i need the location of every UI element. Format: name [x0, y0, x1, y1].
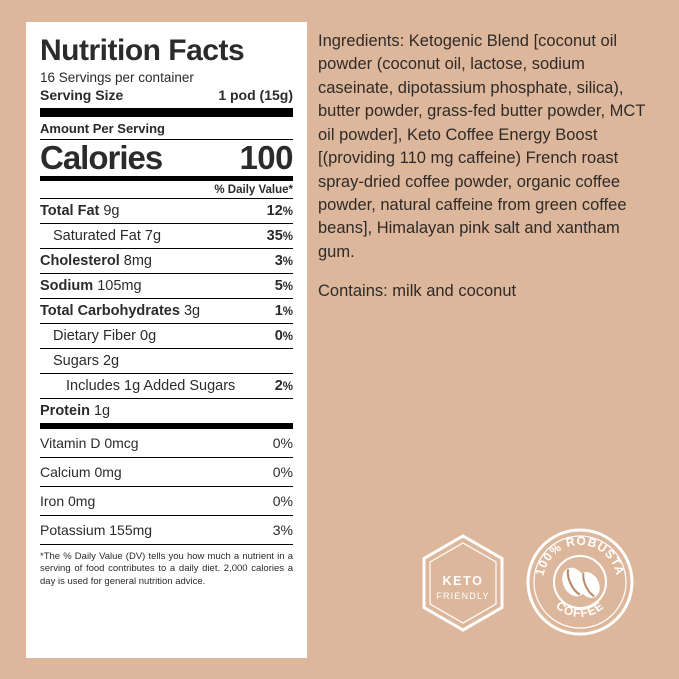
nutrient-row: Cholesterol 8mg 3%: [40, 249, 293, 273]
page-title: Nutrition Facts: [40, 34, 245, 67]
amount-per-serving-label: Amount Per Serving: [40, 120, 165, 136]
divider-medium: [40, 175, 293, 181]
nutrient-daily-value: 1%: [274, 302, 293, 319]
ingredients-text: Ingredients: Ketogenic Blend [coconut oi…: [318, 32, 646, 261]
nutrient-row: Sodium 105mg 5%: [40, 274, 293, 298]
vitamin-name: Iron 0mg: [40, 492, 96, 509]
vitamin-daily-value: 0%: [272, 434, 293, 451]
divider-row: [40, 514, 293, 516]
vitamin-name: Potassium 155mg: [40, 521, 153, 538]
nutrient-daily-value: 35%: [266, 227, 293, 244]
vitamin-daily-value: 0%: [272, 463, 293, 480]
nutrient-name: Cholesterol 8mg: [40, 252, 153, 269]
vitamin-rows: Vitamin D 0mcg 0% Calcium 0mg 0% Iron 0mg 0% P…: [40, 429, 293, 544]
nutrient-daily-value: 12%: [266, 202, 293, 219]
divider-row: [40, 272, 293, 274]
nutrient-row: Protein 1g: [40, 399, 293, 423]
divider-row: [40, 456, 293, 458]
nutrient-row: Total Fat 9g 12%: [40, 199, 293, 223]
divider-row: [40, 247, 293, 249]
keto-badge-line1: KETO: [443, 574, 484, 588]
nutrient-daily-value: 0%: [274, 327, 293, 344]
divider-row: [40, 372, 293, 374]
nutrient-name: Dietary Fiber 0g: [53, 327, 157, 344]
vitamin-name: Vitamin D 0mcg: [40, 434, 139, 451]
calories-label: Calories: [40, 138, 163, 176]
divider-row: [40, 222, 293, 224]
keto-friendly-badge: KETO FRIENDLY: [419, 533, 507, 633]
coffee-bean-icon: [562, 567, 600, 598]
nutrient-name: Includes 1g Added Sugars: [66, 377, 236, 394]
nutrient-daily-value: 3%: [274, 252, 293, 269]
servings-per-container: 16 Servings per container: [40, 69, 194, 85]
calories-value: 100: [239, 138, 293, 176]
keto-badge-hexagon-icon: KETO FRIENDLY: [422, 534, 504, 632]
nutrient-rows: Total Fat 9g 12% Saturated Fat 7g 35% Choles…: [40, 199, 293, 424]
nutrition-facts-content: Nutrition Facts 16 Servings per containe…: [40, 34, 293, 644]
keto-badge-line2: FRIENDLY: [436, 591, 489, 601]
serving-size-row: Serving Size 1 pod (15g): [40, 87, 293, 103]
divider-row: [40, 397, 293, 399]
nutrient-name: Sugars 2g: [53, 352, 120, 369]
daily-value-header: % Daily Value*: [214, 183, 293, 196]
nutrient-name: Saturated Fat 7g: [53, 227, 162, 244]
nutrient-daily-value: 2%: [274, 377, 293, 394]
calories-row: Calories 100: [40, 141, 293, 174]
nutrient-row: Includes 1g Added Sugars 2%: [40, 374, 293, 398]
divider-row: [40, 422, 293, 424]
vitamin-name: Calcium 0mg: [40, 463, 122, 480]
footnote: *The % Daily Value (DV) tells you how mu…: [40, 550, 293, 588]
coffee-badge-bottom-text: COFFEE: [553, 598, 606, 620]
divider-row: [40, 297, 293, 299]
nutrient-row: Dietary Fiber 0g 0%: [40, 324, 293, 348]
divider-thick: [40, 107, 293, 117]
nutrient-name: Total Fat 9g: [40, 202, 120, 219]
nutrient-row: Sugars 2g: [40, 349, 293, 373]
vitamin-row: Calcium 0mg 0%: [40, 458, 293, 486]
nutrient-row: Saturated Fat 7g 35%: [40, 224, 293, 248]
serving-size-value: 1 pod (15g): [218, 86, 293, 103]
divider-row: [40, 485, 293, 487]
vitamin-row: Potassium 155mg 3%: [40, 516, 293, 544]
nutrition-facts-panel: Nutrition Facts 16 Servings per containe…: [26, 22, 307, 658]
divider-thin-1: [40, 138, 293, 140]
divider-row: [40, 347, 293, 349]
coffee-badge-seal-icon: 100% ROBUSTA COFFEE: [526, 528, 634, 636]
divider-thin-3: [40, 543, 293, 545]
divider-row: [40, 322, 293, 324]
vitamin-daily-value: 3%: [272, 521, 293, 538]
nutrient-daily-value: 5%: [274, 277, 293, 294]
divider-medium-2: [40, 423, 293, 429]
vitamin-daily-value: 0%: [272, 492, 293, 509]
vitamin-row: Iron 0mg 0%: [40, 487, 293, 515]
nutrient-name: Sodium 105mg: [40, 277, 142, 294]
contains-allergen-text: Contains: milk and coconut: [318, 282, 517, 300]
serving-size-label: Serving Size: [40, 86, 124, 103]
nutrient-row: Total Carbohydrates 3g 1%: [40, 299, 293, 323]
nutrient-name: Total Carbohydrates 3g: [40, 302, 201, 319]
vitamin-row: Vitamin D 0mcg 0%: [40, 429, 293, 457]
nutrient-name: Protein 1g: [40, 402, 111, 419]
robusta-coffee-badge: 100% ROBUSTA COFFEE: [525, 527, 635, 637]
divider-thin-2: [40, 197, 293, 199]
